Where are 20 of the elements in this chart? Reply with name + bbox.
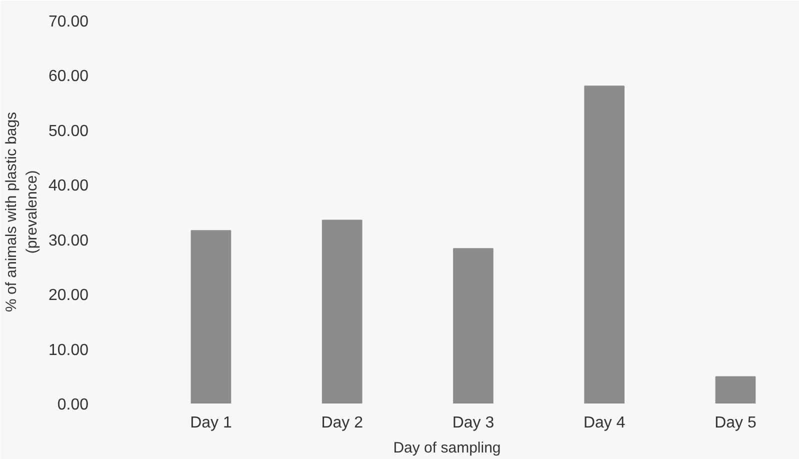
y-tick-label: 20.00 xyxy=(48,287,89,304)
y-tick-label: 40.00 xyxy=(48,178,89,195)
x-tick-label: Day 3 xyxy=(452,414,494,432)
y-tick-label: 60.00 xyxy=(48,68,89,86)
x-tick-label: Day 4 xyxy=(583,414,626,432)
y-axis-title: % of animals with plastic bags (prevalence) xyxy=(3,112,40,312)
bar xyxy=(453,248,494,404)
y-tick-label: 0.00 xyxy=(57,396,89,414)
y-tick-label: 50.00 xyxy=(48,122,89,140)
x-axis-title: Day of sampling xyxy=(393,440,501,456)
x-tick-label: Day 5 xyxy=(714,414,756,432)
bar xyxy=(190,230,232,404)
x-tick-label: Day 2 xyxy=(321,414,364,432)
y-tick-label: 10.00 xyxy=(48,342,89,359)
bar xyxy=(322,220,362,404)
bar xyxy=(715,376,756,404)
bar xyxy=(584,86,625,404)
y-tick-label: 70.00 xyxy=(48,14,89,30)
y-tick-label: 30.00 xyxy=(48,232,89,250)
x-tick-label: Day 1 xyxy=(190,414,232,432)
